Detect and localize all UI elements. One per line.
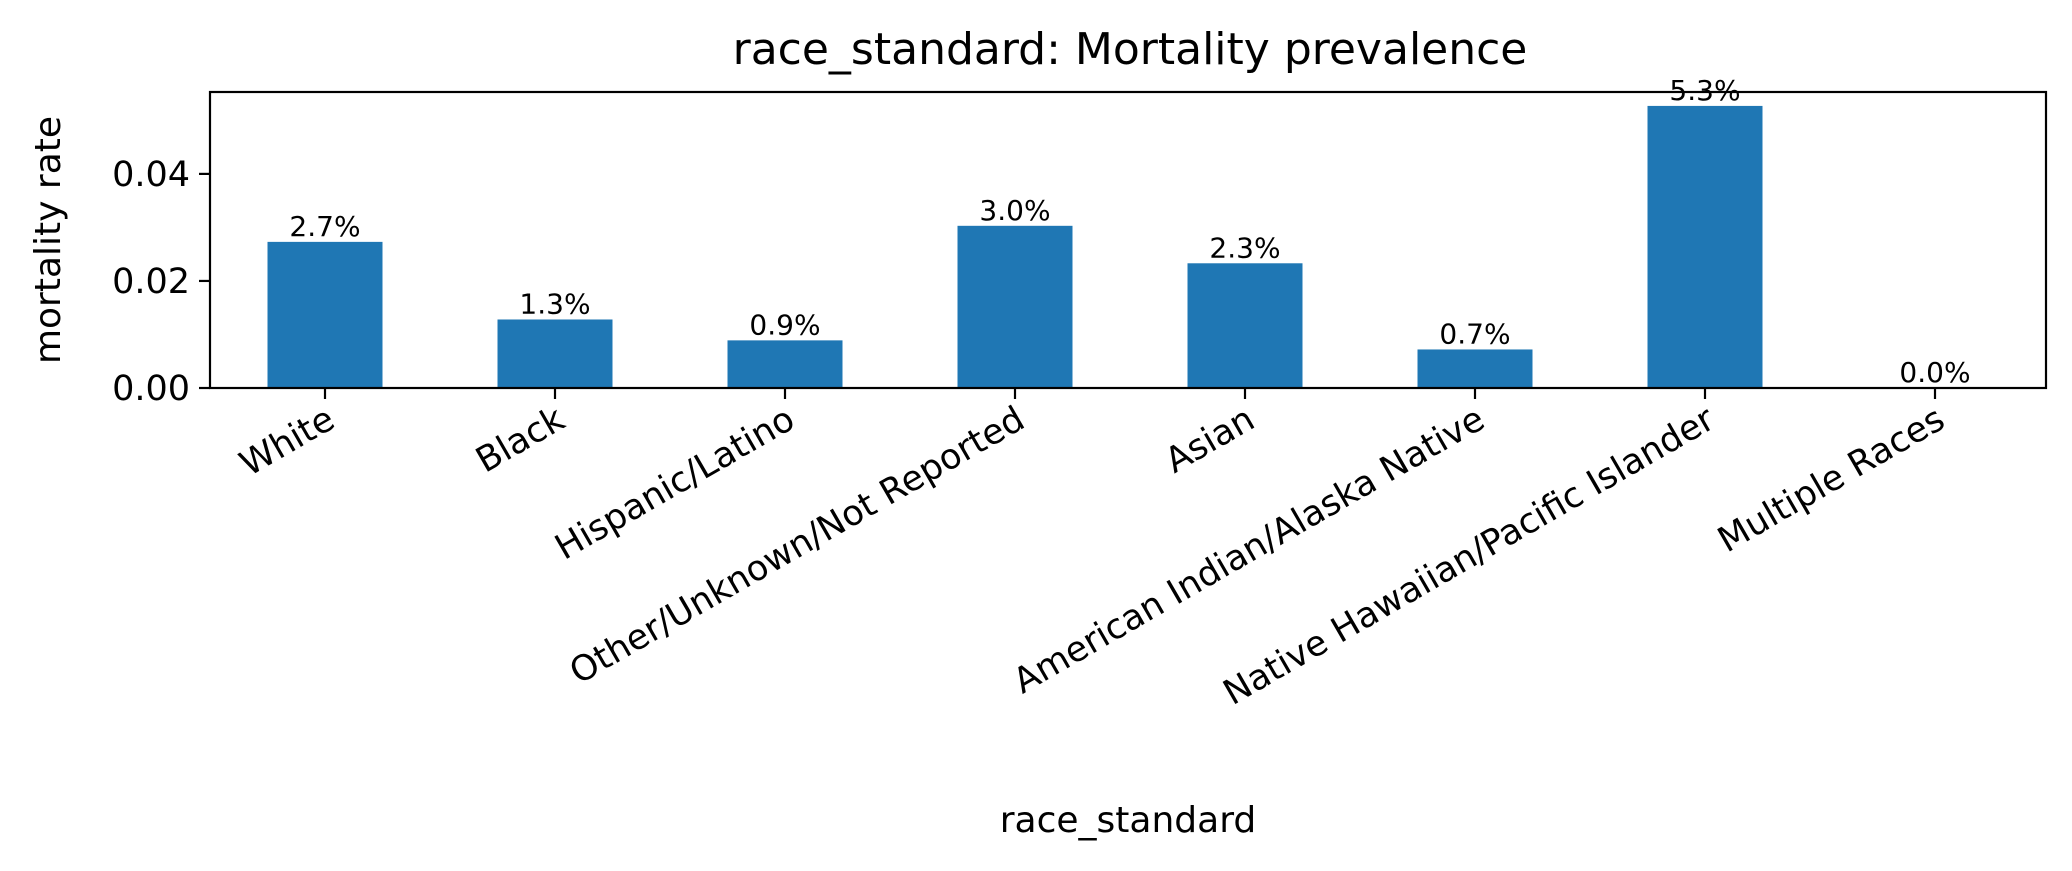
x-axis: White BlackHispanic/LatinoOther/Unknown/N…: [233, 388, 1952, 714]
x-tick-label: American Indian/Alaska Native: [1007, 399, 1492, 702]
x-axis-label: race_standard: [1000, 800, 1256, 841]
data-label: 5.3%: [1669, 74, 1740, 107]
x-tick-label: Multiple Races: [1711, 399, 1951, 561]
data-label: 1.3%: [519, 287, 590, 320]
data-label: 0.0%: [1899, 356, 1970, 389]
bar: [727, 340, 843, 388]
bars-group: [267, 105, 1763, 389]
y-tick-label: 0.04: [112, 155, 190, 195]
plot-frame: [208, 90, 2048, 390]
x-tick-label: Asian: [1159, 399, 1262, 481]
bar: [1187, 263, 1303, 388]
x-tick-label: Other/Unknown/Not Reported: [563, 399, 1031, 692]
bar: [267, 241, 383, 388]
data-label: 2.3%: [1209, 231, 1280, 264]
y-tick-label: 0.02: [112, 262, 190, 302]
bar: [1417, 349, 1533, 388]
data-label: 0.9%: [749, 308, 820, 341]
bar: [957, 225, 1073, 388]
data-labels-group: 2.7% 1.3% 0.9% 3.0% 2.3% 0.7% 5.3% 0.0%: [289, 74, 1970, 389]
data-label: 2.7%: [289, 210, 360, 243]
data-label: 0.7%: [1439, 317, 1510, 350]
y-axis-label: mortality rate: [28, 116, 69, 364]
y-tick-label: 0.00: [112, 369, 190, 409]
data-label: 3.0%: [979, 194, 1050, 227]
chart-title: race_standard: Mortality prevalence: [733, 24, 1528, 75]
bar: [497, 319, 613, 388]
y-axis: 0.00 0.02 0.04: [112, 155, 210, 409]
bar: [1647, 105, 1763, 389]
x-tick-label: Black: [469, 399, 572, 481]
x-tick-label: White: [233, 399, 341, 485]
